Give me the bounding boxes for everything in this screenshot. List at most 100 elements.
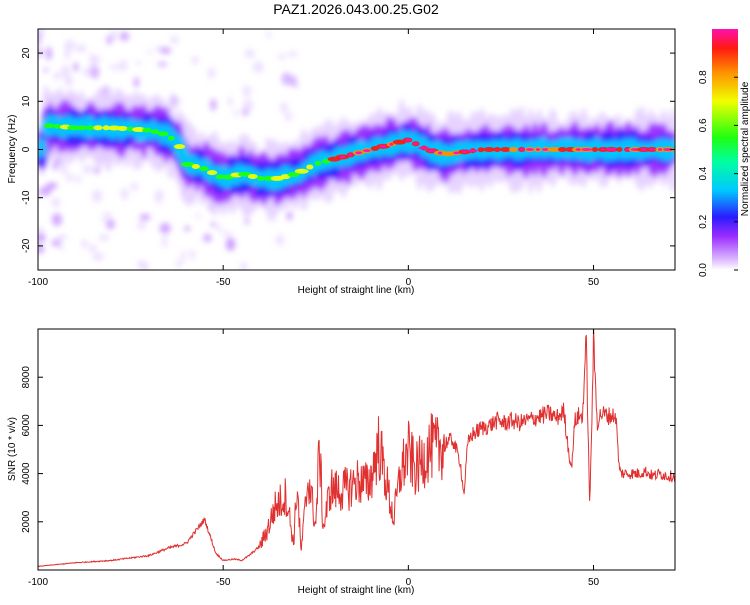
heat-core bbox=[199, 166, 209, 172]
heat-speckle bbox=[283, 76, 294, 85]
colorbar-gradient bbox=[712, 29, 738, 270]
heat-speckle bbox=[38, 245, 45, 254]
heat-core bbox=[167, 135, 175, 141]
heat-speckle bbox=[60, 65, 71, 79]
heat-core-peak bbox=[453, 151, 460, 155]
heat-speckle bbox=[38, 233, 46, 241]
heat-speckle bbox=[73, 62, 79, 72]
heat-speckle bbox=[275, 234, 285, 246]
spectrogram-y-tick-label: 20 bbox=[21, 47, 32, 59]
snr-x-tick-label: 50 bbox=[588, 577, 600, 588]
heat-speckle bbox=[45, 46, 53, 61]
colorbar: 0.0 0.2 0.4 0.6 0.8 Normalized spectral ampl… bbox=[698, 29, 750, 277]
heat-speckle bbox=[135, 60, 142, 65]
snr-y-tick-label: 4000 bbox=[21, 462, 32, 485]
heat-core-peak bbox=[581, 148, 593, 151]
heat-core-peak bbox=[601, 148, 606, 151]
chart-title: PAZ1.2026.043.00.25.G02 bbox=[273, 1, 439, 17]
heat-speckle bbox=[154, 189, 164, 204]
snr-panel: -100 -50 0 50 2000 4000 6000 8000 Height of st… bbox=[7, 328, 676, 596]
heat-speckle bbox=[64, 46, 71, 61]
heat-speckle bbox=[184, 225, 191, 232]
snr-x-tick-label: -100 bbox=[28, 577, 48, 588]
heat-core bbox=[314, 160, 322, 166]
heat-speckle bbox=[233, 110, 240, 116]
heat-core-peak bbox=[418, 146, 430, 150]
spectrogram-y-tick-label: -10 bbox=[21, 190, 32, 205]
heat-speckle bbox=[106, 35, 113, 45]
heat-core bbox=[93, 125, 103, 131]
heat-speckle bbox=[293, 83, 300, 89]
heat-core-peak bbox=[467, 149, 478, 153]
heat-core bbox=[43, 123, 55, 129]
spectrogram-y-tick-label: -20 bbox=[21, 238, 32, 253]
heat-speckle bbox=[227, 96, 233, 107]
heat-core-peak bbox=[362, 149, 371, 153]
heat-speckle bbox=[266, 30, 271, 39]
heat-speckle bbox=[137, 220, 147, 230]
heat-core bbox=[509, 147, 518, 152]
heat-speckle bbox=[66, 173, 74, 182]
heat-core-peak bbox=[518, 148, 525, 151]
heat-speckle bbox=[91, 189, 103, 203]
heat-speckle bbox=[80, 239, 88, 249]
heat-core bbox=[157, 131, 169, 137]
heat-core bbox=[477, 147, 485, 153]
heat-speckle bbox=[61, 163, 68, 176]
heat-speckle bbox=[64, 76, 74, 87]
heat-speckle bbox=[242, 85, 251, 98]
heat-speckle bbox=[159, 47, 172, 54]
spectrogram-x-tick-label: -50 bbox=[216, 277, 231, 288]
heat-speckle bbox=[119, 31, 130, 41]
heat-core bbox=[547, 147, 562, 152]
heat-core bbox=[180, 161, 195, 167]
snr-x-axis: -100 -50 0 50 bbox=[28, 329, 600, 588]
heat-core bbox=[77, 125, 87, 131]
heat-core bbox=[306, 164, 314, 170]
colorbar-label: Normalized spectral amplitude bbox=[740, 81, 750, 216]
snr-y-tick-label: 8000 bbox=[21, 366, 32, 389]
heat-speckle bbox=[118, 60, 128, 72]
spectrogram-x-tick-label: -100 bbox=[28, 277, 48, 288]
heat-core bbox=[294, 168, 309, 174]
spectrogram-y-tick-label: 0 bbox=[21, 146, 32, 152]
spectrogram-heat bbox=[38, 29, 675, 270]
heat-core bbox=[85, 125, 95, 131]
spectrogram-y-axis: -20 -10 0 10 20 bbox=[21, 47, 675, 253]
colorbar-tick-label: 0.2 bbox=[698, 214, 709, 228]
heat-core bbox=[173, 144, 186, 150]
heat-speckle bbox=[51, 239, 62, 247]
heat-speckle bbox=[130, 182, 139, 191]
heat-speckle bbox=[221, 231, 233, 237]
heat-core bbox=[132, 127, 146, 133]
heat-speckle bbox=[278, 53, 286, 61]
snr-y-tick-label: 2000 bbox=[21, 510, 32, 533]
heat-speckle bbox=[75, 44, 87, 53]
heat-speckle bbox=[286, 210, 293, 221]
heat-speckle bbox=[51, 213, 63, 226]
heat-speckle bbox=[38, 30, 44, 43]
heat-speckle bbox=[211, 221, 216, 228]
spectrogram-x-tick-label: 50 bbox=[588, 277, 600, 288]
snr-x-tick-label: 0 bbox=[406, 577, 412, 588]
heat-speckle bbox=[189, 249, 196, 260]
heat-core-peak bbox=[625, 148, 631, 151]
heat-core bbox=[191, 163, 200, 169]
spectrogram-x-axis: -100 -50 0 50 bbox=[28, 29, 600, 288]
heat-speckle bbox=[93, 167, 101, 174]
heat-speckle bbox=[137, 260, 145, 268]
heat-core bbox=[483, 147, 495, 152]
heat-core bbox=[591, 147, 599, 152]
heat-core-peak bbox=[605, 148, 618, 151]
heat-core-peak bbox=[461, 150, 469, 154]
heat-core-peak bbox=[649, 148, 656, 151]
colorbar-tick-label: 0.6 bbox=[698, 118, 709, 132]
heat-core bbox=[67, 125, 80, 131]
heat-core bbox=[247, 173, 258, 179]
colorbar-tick-label: 0.8 bbox=[698, 70, 709, 84]
heat-core bbox=[557, 147, 567, 152]
spectrogram-x-tick-label: 0 bbox=[406, 277, 412, 288]
heat-core-peak bbox=[389, 142, 394, 146]
heat-speckle bbox=[226, 237, 236, 251]
